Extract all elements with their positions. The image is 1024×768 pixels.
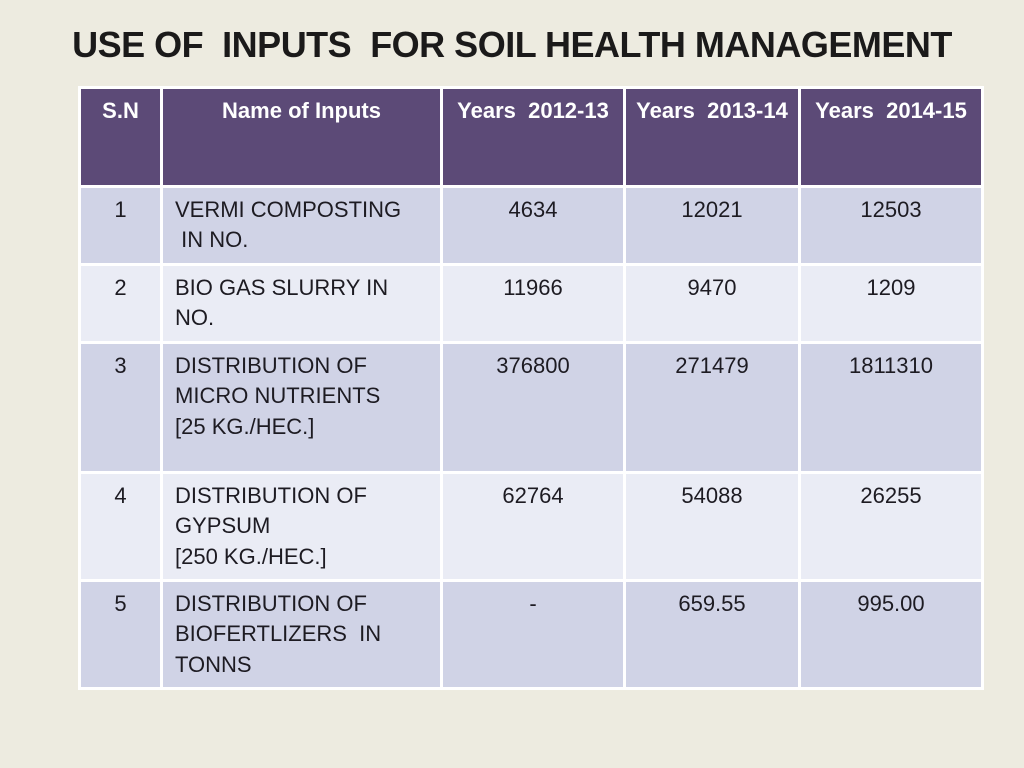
cell-value-2014-15: 995.00 [798, 579, 984, 691]
cell-input-name: DISTRIBUTION OF MICRO NUTRIENTS [25 KG./… [160, 341, 443, 474]
table-row: 5 DISTRIBUTION OF BIOFERTLIZERS IN TONNS… [78, 579, 984, 691]
cell-value-2012-13: 376800 [440, 341, 626, 474]
cell-value-2012-13: 62764 [440, 470, 626, 583]
table-row: 3 DISTRIBUTION OF MICRO NUTRIENTS [25 KG… [78, 341, 984, 474]
cell-value-2013-14: 9470 [623, 263, 801, 344]
cell-value-2012-13: - [440, 579, 626, 691]
cell-value-2013-14: 12021 [623, 185, 801, 266]
inputs-table: S.N Name of Inputs Years 2012-13 Years 2… [78, 86, 984, 691]
cell-input-name: DISTRIBUTION OF BIOFERTLIZERS IN TONNS [160, 579, 443, 691]
cell-serial-number: 2 [78, 263, 163, 344]
cell-value-2013-14: 659.55 [623, 579, 801, 691]
cell-input-name: DISTRIBUTION OF GYPSUM [250 KG./HEC.] [160, 470, 443, 583]
cell-value-2013-14: 54088 [623, 470, 801, 583]
table-row: 4 DISTRIBUTION OF GYPSUM [250 KG./HEC.] … [78, 470, 984, 583]
cell-serial-number: 5 [78, 579, 163, 691]
cell-value-2013-14: 271479 [623, 341, 801, 474]
cell-input-name: VERMI COMPOSTING IN NO. [160, 185, 443, 266]
cell-value-2014-15: 1811310 [798, 341, 984, 474]
header-cell-2014-15: Years 2014-15 [798, 86, 984, 188]
cell-serial-number: 4 [78, 470, 163, 583]
cell-serial-number: 3 [78, 341, 163, 474]
cell-value-2012-13: 4634 [440, 185, 626, 266]
header-cell-2012-13: Years 2012-13 [440, 86, 626, 188]
cell-value-2014-15: 1209 [798, 263, 984, 344]
header-cell-sn: S.N [78, 86, 163, 188]
header-cell-2013-14: Years 2013-14 [623, 86, 801, 188]
table-row: 2 BIO GAS SLURRY IN NO. 11966 9470 1209 [78, 263, 984, 344]
cell-serial-number: 1 [78, 185, 163, 266]
cell-value-2014-15: 26255 [798, 470, 984, 583]
cell-value-2012-13: 11966 [440, 263, 626, 344]
header-cell-name: Name of Inputs [160, 86, 443, 188]
table-header-row: S.N Name of Inputs Years 2012-13 Years 2… [78, 86, 984, 188]
cell-input-name: BIO GAS SLURRY IN NO. [160, 263, 443, 344]
slide-title: USE OF INPUTS FOR SOIL HEALTH MANAGEMENT [72, 24, 952, 65]
cell-value-2014-15: 12503 [798, 185, 984, 266]
table-row: 1 VERMI COMPOSTING IN NO. 4634 12021 125… [78, 185, 984, 266]
